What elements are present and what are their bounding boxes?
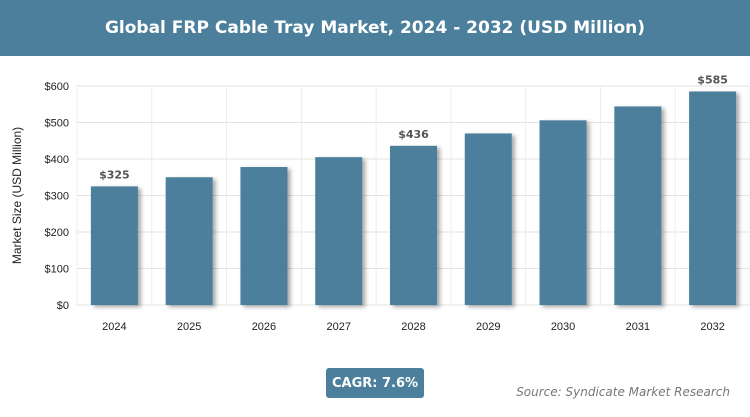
- y-axis-label: Market Size (USD Million): [10, 127, 24, 264]
- y-tick-label: $300: [45, 191, 69, 203]
- x-tick-label: 2028: [401, 321, 425, 333]
- data-label: $325: [99, 168, 130, 181]
- bar-2032: [689, 91, 737, 305]
- x-tick-label: 2024: [102, 321, 126, 333]
- chart-title: Global FRP Cable Tray Market, 2024 - 203…: [0, 0, 750, 56]
- bar-chart: $0 $100 $200 $300 $400 $500 $600 Market Size (U…: [10, 73, 750, 333]
- source-note: Source: Syndicate Market Research: [516, 385, 730, 399]
- bar-2031: [614, 106, 662, 305]
- x-tick-label: 2026: [252, 321, 276, 333]
- bar-2025: [165, 177, 213, 305]
- y-tick-label: $100: [45, 264, 69, 276]
- x-tick-label: 2027: [326, 321, 350, 333]
- x-tick-label: 2030: [551, 321, 575, 333]
- bar-2026: [240, 167, 288, 305]
- y-tick-label: $400: [45, 154, 69, 166]
- bar-2030: [539, 120, 587, 305]
- bar-2024: [90, 186, 138, 305]
- y-tick-label: $0: [57, 300, 69, 312]
- data-label: $585: [697, 73, 728, 86]
- x-tick-label: 2029: [476, 321, 500, 333]
- y-tick-label: $600: [45, 81, 69, 93]
- cagr-badge: CAGR: 7.6%: [326, 368, 424, 398]
- data-label: $436: [398, 128, 429, 141]
- x-tick-label: 2032: [700, 321, 724, 333]
- y-tick-label: $500: [45, 118, 69, 130]
- bar-2029: [464, 133, 512, 305]
- x-tick-label: 2025: [177, 321, 201, 333]
- bar-2027: [315, 157, 363, 305]
- y-tick-label: $200: [45, 227, 69, 239]
- bar-2028: [390, 145, 437, 305]
- x-tick-label: 2031: [626, 321, 650, 333]
